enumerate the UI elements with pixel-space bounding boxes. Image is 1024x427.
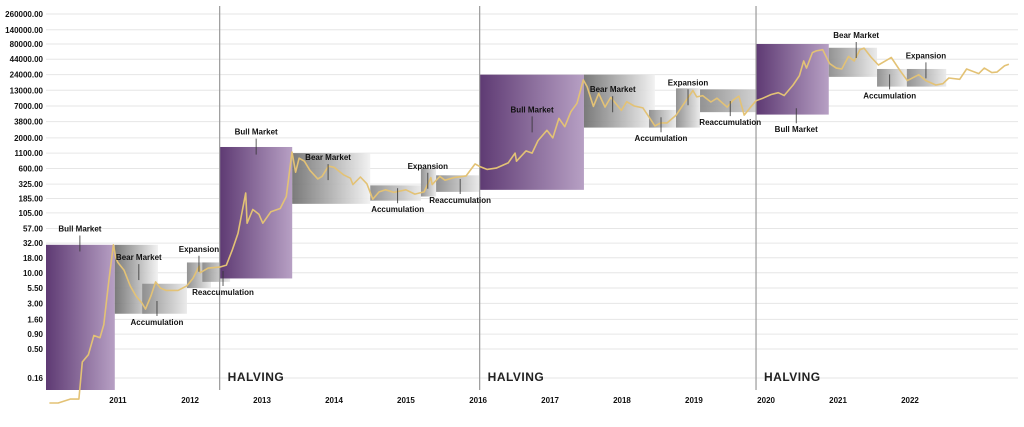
phase-label: Bear Market (305, 153, 351, 162)
y-tick-label: 325.00 (19, 180, 44, 189)
y-axis: 260000.00 140000.00 80000.00 44000.00 24000.… (5, 10, 43, 383)
phase-label: Accumulation (131, 318, 184, 327)
x-tick-label: 2018 (613, 396, 631, 405)
y-tick-label: 44000.00 (10, 55, 44, 64)
x-tick-label: 2021 (829, 396, 847, 405)
phase-label: Bull Market (775, 125, 818, 134)
gridlines (46, 13, 1018, 379)
phase-label: Reaccumulation (699, 118, 761, 127)
phase-label: Bull Market (58, 224, 101, 233)
y-tick-label: 185.00 (19, 195, 44, 204)
y-tick-label: 24000.00 (10, 71, 44, 80)
phase-label: Expansion (408, 162, 449, 171)
phase-label: Accumulation (635, 134, 688, 143)
phase-label: Reaccumulation (429, 196, 491, 205)
phase-box (583, 74, 655, 128)
phase-box (828, 47, 878, 77)
y-tick-label: 57.00 (23, 224, 44, 233)
y-tick-label: 3800.00 (14, 118, 43, 127)
y-tick-label: 18.00 (23, 254, 44, 263)
halving-label: HALVING (488, 370, 545, 384)
y-tick-label: 600.00 (19, 165, 44, 174)
y-tick-label: 260000.00 (5, 10, 43, 19)
y-tick-label: 10.00 (23, 269, 44, 278)
y-tick-label: 0.90 (27, 330, 43, 339)
phase-label: Bull Market (511, 105, 554, 114)
phase-label: Reaccumulation (192, 288, 254, 297)
x-tick-label: 2013 (253, 396, 271, 405)
phase-label: Expansion (179, 245, 220, 254)
x-tick-label: 2020 (757, 396, 775, 405)
y-tick-label: 105.00 (19, 209, 44, 218)
x-tick-label: 2019 (685, 396, 703, 405)
y-tick-label: 7000.00 (14, 102, 43, 111)
phase-labels: Bull Market Bear Market Accumulation Expans… (58, 31, 946, 327)
phase-box (877, 68, 907, 87)
x-axis: 2011 2012 2013 2014 2015 2016 2017 2018 2019 2020… (109, 396, 919, 405)
x-tick-label: 2016 (469, 396, 487, 405)
halving-markers: HALVING HALVING HALVING (219, 6, 821, 390)
phase-label: Bull Market (235, 128, 278, 137)
y-tick-label: 80000.00 (10, 40, 44, 49)
phase-box (756, 44, 829, 115)
halving-label: HALVING (228, 370, 285, 384)
y-tick-label: 3.00 (27, 299, 43, 308)
halving-label: HALVING (764, 370, 821, 384)
phase-label: Accumulation (371, 205, 424, 214)
phase-label: Expansion (668, 78, 709, 87)
y-tick-label: 13000.00 (10, 86, 44, 95)
phase-label: Accumulation (863, 91, 916, 100)
x-tick-label: 2022 (901, 396, 919, 405)
x-tick-label: 2011 (109, 396, 127, 405)
phase-label: Bear Market (590, 85, 636, 94)
price-series (49, 47, 1010, 404)
y-tick-label: 1.60 (27, 315, 43, 324)
phase-box (46, 244, 115, 390)
y-tick-label: 2000.00 (14, 134, 43, 143)
phase-label: Expansion (906, 51, 947, 60)
x-tick-label: 2017 (541, 396, 559, 405)
x-tick-label: 2014 (325, 396, 343, 405)
phase-label: Bear Market (833, 31, 879, 40)
phase-box (648, 109, 676, 128)
y-tick-label: 32.00 (23, 239, 44, 248)
y-tick-label: 140000.00 (5, 26, 43, 35)
x-tick-label: 2015 (397, 396, 415, 405)
phase-boxes (46, 44, 947, 390)
y-tick-label: 5.50 (27, 284, 43, 293)
y-tick-label: 0.16 (27, 374, 43, 383)
price-line (49, 47, 1010, 404)
phase-box (370, 185, 421, 201)
y-tick-label: 0.50 (27, 345, 43, 354)
phase-box (142, 283, 187, 314)
phase-label: Bear Market (116, 253, 162, 262)
y-tick-label: 1100.00 (15, 149, 44, 158)
phase-box (906, 68, 947, 87)
x-tick-label: 2012 (181, 396, 199, 405)
